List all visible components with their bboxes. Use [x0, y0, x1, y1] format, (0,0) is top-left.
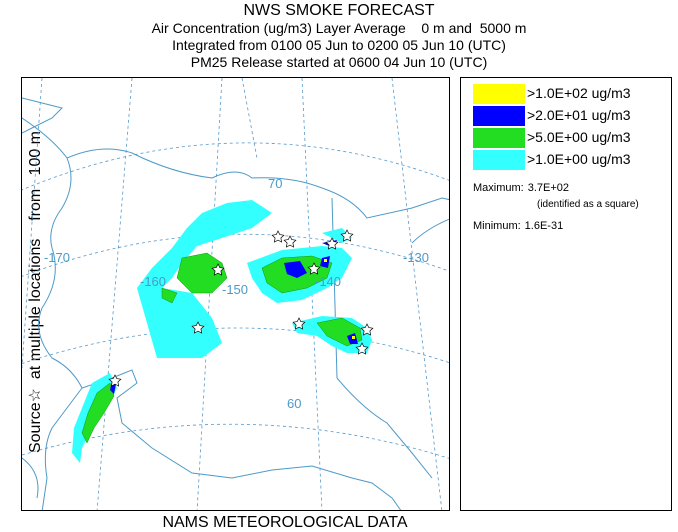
- maximum-stat: Maximum: 3.7E+02: [473, 182, 569, 194]
- source-star-icon: [360, 323, 374, 336]
- legend-swatch-yellow: [473, 84, 525, 104]
- maximum-value: 3.7E+02: [527, 182, 570, 194]
- data-source-label: NAMS METEOROLOGICAL DATA: [162, 514, 408, 531]
- coastline: [22, 97, 449, 510]
- source-star-icon: [108, 374, 122, 387]
- legend-panel: >1.0E+02 ug/m3 >2.0E+01 ug/m3 >5.0E+00 u…: [460, 77, 672, 511]
- release-start: PM25 Release started at 0600 04 Jun 10 (…: [190, 54, 488, 70]
- legend-swatch-blue: [473, 106, 525, 126]
- source-star-icon: [271, 230, 285, 243]
- smoke-map: -170 -160 -150 -140 -130 70 60: [21, 77, 450, 511]
- map-title: NWS SMOKE FORECAST: [243, 2, 435, 19]
- legend-item: >2.0E+01 ug/m3: [473, 106, 673, 126]
- source-star-icon: [325, 237, 339, 250]
- lon-label: -140: [315, 274, 341, 289]
- source-star-icon: [211, 263, 225, 276]
- legend-label: >1.0E+00 ug/m3: [527, 151, 631, 167]
- lat-label: 60: [287, 396, 301, 411]
- integration-period: Integrated from 0100 05 Jun to 0200 05 J…: [172, 37, 506, 53]
- source-star-icon: [340, 229, 354, 242]
- maximum-label: Maximum:: [473, 182, 524, 194]
- legend-label: >1.0E+02 ug/m3: [527, 85, 631, 101]
- lat-label: 70: [268, 176, 282, 191]
- legend-item: >1.0E+00 ug/m3: [473, 150, 673, 170]
- lon-label: -170: [44, 250, 70, 265]
- legend-item: >1.0E+02 ug/m3: [473, 84, 673, 104]
- legend-swatch-green: [473, 128, 525, 148]
- minimum-label: Minimum:: [473, 220, 521, 232]
- grid-labels: -170 -160 -150 -140 -130 70 60: [44, 176, 429, 411]
- concentration-yellow: [324, 259, 355, 339]
- source-star-icon: [283, 235, 297, 248]
- maximum-note: (identified as a square): [537, 199, 639, 210]
- source-star-icon: [307, 262, 321, 275]
- legend-item: >5.0E+00 ug/m3: [473, 128, 673, 148]
- minimum-value: 1.6E-31: [524, 220, 564, 232]
- concentration-subtitle: Air Concentration (ug/m3) Layer Average …: [151, 20, 527, 36]
- lon-label: -150: [222, 282, 248, 297]
- source-star-icon: [292, 317, 306, 330]
- legend-label: >5.0E+00 ug/m3: [527, 129, 631, 145]
- lon-label: -160: [140, 274, 166, 289]
- lon-label: -130: [403, 250, 429, 265]
- source-markers: [108, 229, 374, 387]
- legend-label: >2.0E+01 ug/m3: [527, 107, 631, 123]
- map-canvas: -170 -160 -150 -140 -130 70 60: [22, 78, 449, 510]
- source-star-icon: [355, 342, 369, 355]
- source-star-icon: [191, 321, 205, 334]
- legend-swatch-cyan: [473, 150, 525, 170]
- minimum-stat: Minimum: 1.6E-31: [473, 220, 563, 232]
